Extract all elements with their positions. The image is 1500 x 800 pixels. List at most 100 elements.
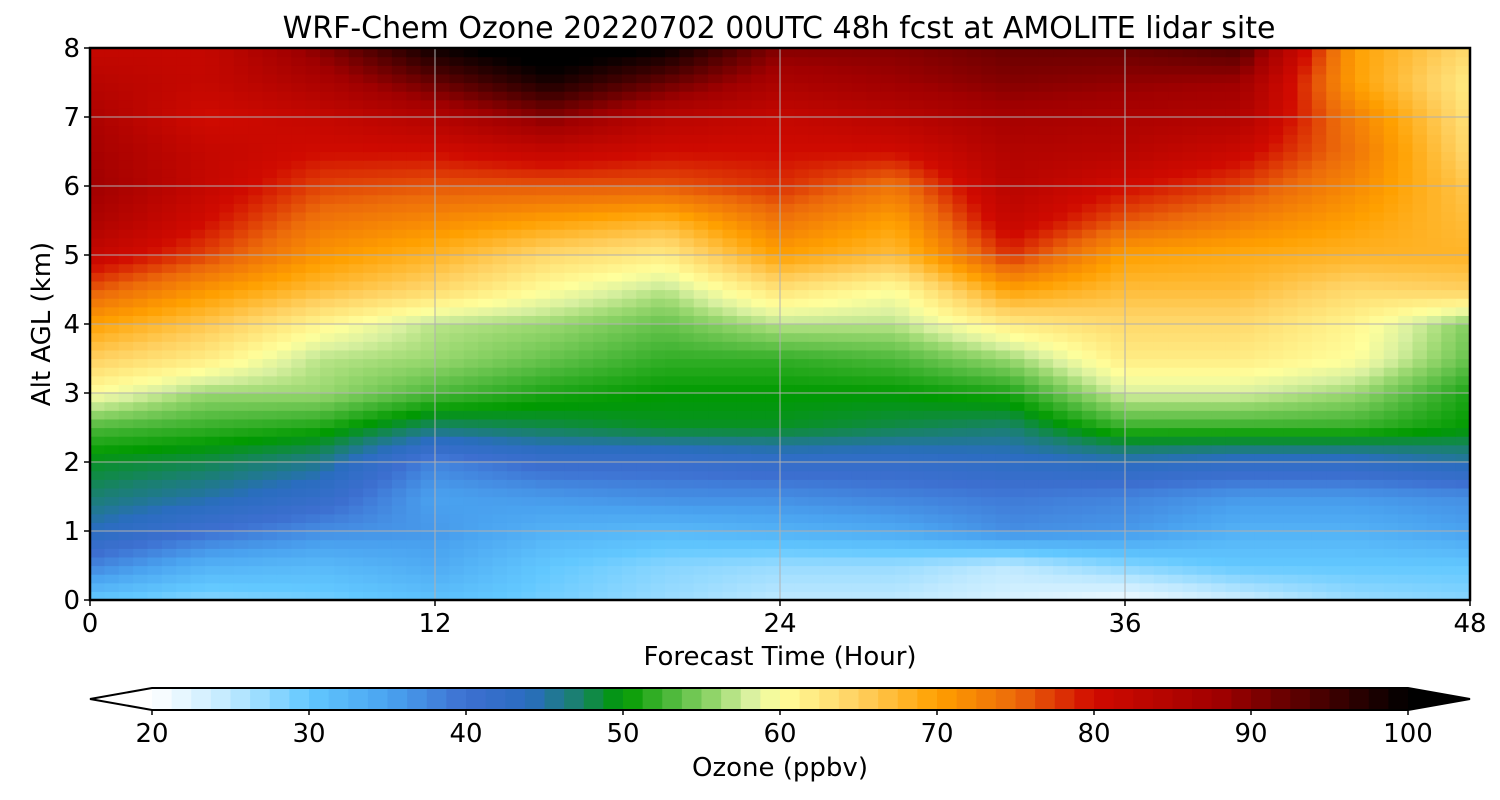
heatmap-cell (938, 418, 954, 429)
heatmap-cell (736, 548, 752, 558)
heatmap-cell (837, 315, 853, 325)
heatmap-cell (593, 513, 609, 523)
heatmap-cell (1225, 470, 1241, 480)
heatmap-cell (564, 237, 580, 247)
heatmap-cell (1340, 203, 1356, 213)
heatmap-cell (320, 375, 335, 385)
heatmap-cell (1182, 539, 1198, 549)
heatmap-cell (593, 211, 609, 222)
heatmap-cell (1125, 332, 1140, 342)
heatmap-cell (1268, 505, 1284, 515)
heatmap-cell (377, 211, 393, 222)
heatmap-cell (420, 315, 436, 325)
heatmap-cell (205, 522, 220, 532)
heatmap-cell (780, 367, 795, 377)
heatmap-cell (1067, 375, 1083, 385)
heatmap-cell (276, 444, 292, 454)
heatmap-cell (794, 375, 810, 385)
heatmap-cell (363, 229, 379, 239)
heatmap-cell (219, 168, 235, 178)
heatmap-cell (161, 496, 177, 506)
heatmap-cell (981, 565, 997, 575)
heatmap-cell (1240, 358, 1255, 368)
heatmap-cell (90, 203, 105, 213)
heatmap-cell (1369, 384, 1385, 394)
heatmap-cell (1340, 384, 1356, 394)
heatmap-cell (161, 186, 177, 196)
heatmap-cell (1096, 367, 1112, 377)
heatmap-cell (722, 177, 738, 187)
heatmap-cell (650, 306, 666, 316)
heatmap-cell (104, 574, 120, 584)
heatmap-cell (751, 522, 767, 532)
heatmap-cell (348, 505, 364, 515)
heatmap-cell (1297, 591, 1313, 601)
heatmap-cell (377, 203, 393, 213)
heatmap-cell (794, 280, 810, 291)
heatmap-cell (722, 324, 738, 334)
heatmap-cell (1355, 384, 1370, 394)
heatmap-cell (1369, 280, 1385, 291)
heatmap-cell (391, 496, 407, 506)
heatmap-cell (1038, 556, 1054, 567)
heatmap-cell (607, 513, 623, 523)
heatmap-cell (1455, 462, 1471, 472)
heatmap-cell (665, 246, 680, 256)
heatmap-cell (1369, 298, 1385, 308)
heatmap-cell (1081, 168, 1097, 178)
heatmap-cell (550, 479, 565, 489)
heatmap-cell (1398, 470, 1414, 480)
heatmap-cell (463, 211, 479, 222)
heatmap-cell (161, 453, 177, 463)
heatmap-cell (1211, 393, 1227, 403)
heatmap-cell (233, 341, 249, 351)
heatmap-cell (305, 194, 321, 204)
heatmap-cell (1412, 479, 1428, 489)
heatmap-cell (1110, 280, 1126, 291)
heatmap-cell (492, 539, 508, 549)
heatmap-cell (161, 513, 177, 523)
heatmap-cell (406, 306, 422, 316)
heatmap-cell (1196, 280, 1212, 291)
heatmap-cell (348, 168, 364, 178)
heatmap-cell (334, 427, 350, 437)
heatmap-cell (1412, 384, 1428, 394)
heatmap-cell (190, 246, 206, 256)
heatmap-cell (636, 436, 652, 446)
heatmap-cell (104, 582, 120, 592)
heatmap-cell (1398, 324, 1414, 334)
heatmap-cell (1096, 505, 1112, 515)
heatmap-cell (1196, 418, 1212, 429)
heatmap-cell (909, 263, 925, 273)
heatmap-cell (1182, 255, 1198, 265)
heatmap-cell (147, 211, 163, 222)
heatmap-cell (650, 548, 666, 558)
heatmap-cell (665, 384, 680, 394)
heatmap-cell (406, 341, 422, 351)
heatmap-cell (1125, 151, 1140, 161)
heatmap-cell (161, 280, 177, 291)
heatmap-cell (1024, 229, 1040, 239)
heatmap-cell (363, 462, 379, 472)
heatmap-cell (981, 410, 997, 420)
heatmap-cell (521, 177, 537, 187)
heatmap-cell (895, 229, 910, 239)
heatmap-cell (736, 203, 752, 213)
heatmap-cell (823, 418, 839, 429)
heatmap-cell (1426, 427, 1442, 437)
heatmap-cell (1196, 548, 1212, 558)
heatmap-cell (909, 160, 925, 170)
heatmap-cell (938, 505, 954, 515)
heatmap-cell (851, 272, 867, 282)
heatmap-cell (276, 298, 292, 308)
heatmap-cell (133, 539, 149, 549)
heatmap-cell (248, 556, 264, 567)
heatmap-cell (1024, 418, 1040, 429)
heatmap-cell (1369, 289, 1385, 299)
heatmap-cell (1369, 453, 1385, 463)
heatmap-cell (837, 186, 853, 196)
heatmap-cell (1153, 315, 1169, 325)
heatmap-cell (1211, 531, 1227, 541)
heatmap-cell (1297, 539, 1313, 549)
heatmap-cell (1196, 384, 1212, 394)
